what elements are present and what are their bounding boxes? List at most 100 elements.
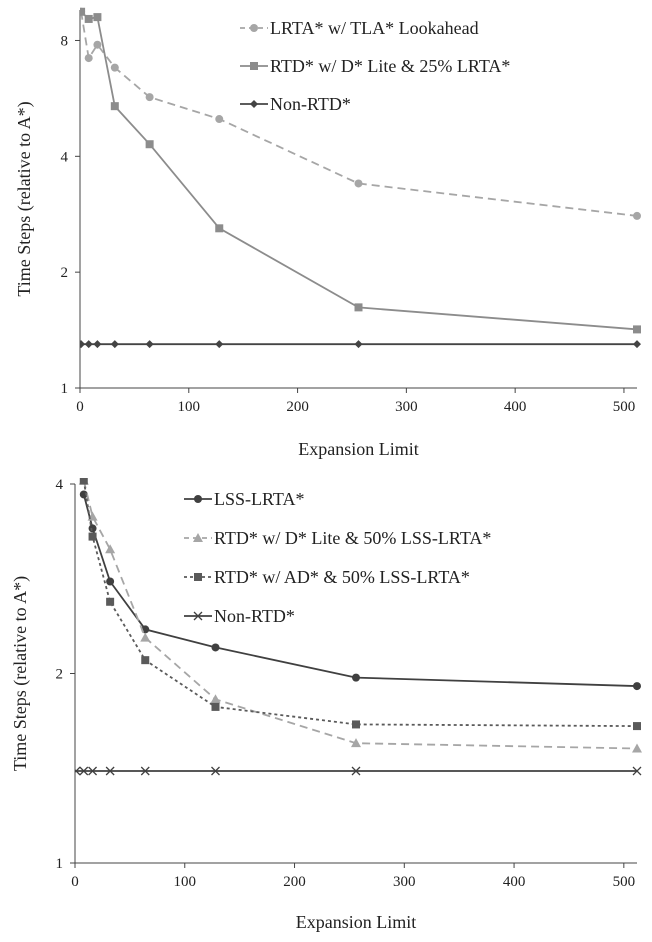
x-tick-label: 0	[71, 874, 79, 890]
data-point	[145, 140, 154, 149]
x-tick-label: 300	[395, 399, 418, 415]
series-line	[82, 480, 638, 727]
x-tick-label: 200	[286, 399, 309, 415]
series-2	[78, 478, 642, 753]
data-point	[351, 738, 361, 748]
legend-label: RTD* w/ AD* & 50% LSS-LRTA*	[214, 567, 470, 587]
series-4	[75, 766, 642, 776]
y-tick-label: 2	[56, 667, 64, 683]
data-point	[633, 340, 641, 349]
data-point	[215, 224, 224, 233]
data-point	[110, 340, 119, 349]
x-axis-label: Expansion Limit	[296, 912, 417, 932]
legend-entry: Non-RTD*	[184, 606, 295, 626]
data-point	[352, 673, 360, 682]
y-tick-label: 2	[61, 265, 69, 281]
x-tick-label: 500	[613, 399, 636, 415]
data-point	[79, 766, 89, 776]
data-point	[106, 577, 115, 586]
x-tick-label: 500	[613, 874, 636, 890]
x-tick-label: 300	[393, 874, 416, 890]
legend-marker	[250, 62, 258, 70]
data-point	[210, 694, 221, 704]
legend-entry: RTD* w/ D* Lite & 50% LSS-LRTA*	[184, 528, 491, 548]
data-point	[93, 13, 102, 22]
data-point	[110, 102, 119, 111]
series-2	[80, 7, 641, 334]
data-point	[632, 766, 642, 776]
data-point	[145, 340, 154, 349]
legend-entry: RTD* w/ AD* & 50% LSS-LRTA*	[184, 567, 470, 587]
legend-marker	[250, 100, 258, 108]
data-point	[88, 766, 98, 776]
data-point	[633, 211, 641, 220]
data-point	[354, 303, 363, 312]
data-point	[145, 93, 154, 102]
data-point	[633, 682, 641, 691]
data-point	[633, 722, 641, 731]
legend-label: RTD* w/ D* Lite & 50% LSS-LRTA*	[214, 528, 491, 548]
x-tick-label: 400	[504, 399, 527, 415]
legend-marker	[250, 24, 258, 32]
data-point	[88, 532, 97, 541]
legend-label: RTD* w/ D* Lite & 25% LRTA*	[270, 56, 510, 76]
data-point	[80, 340, 86, 349]
data-point	[354, 179, 363, 188]
data-point	[79, 478, 88, 485]
legend-marker	[193, 611, 203, 621]
series-1	[79, 490, 641, 691]
series-1	[80, 7, 641, 220]
data-point	[105, 544, 116, 554]
data-point	[352, 720, 360, 729]
data-point	[105, 766, 115, 776]
y-tick-label: 1	[61, 381, 69, 397]
data-point	[211, 702, 220, 711]
data-point	[351, 766, 361, 776]
legend-entry: LRTA* w/ TLA* Lookahead	[240, 18, 479, 38]
x-tick-label: 100	[178, 399, 201, 415]
data-point	[84, 340, 93, 349]
legend-marker	[193, 533, 203, 542]
series-line	[82, 480, 638, 750]
data-point	[80, 7, 86, 16]
data-point	[140, 766, 150, 776]
data-point	[93, 340, 102, 349]
data-point	[84, 14, 93, 23]
legend-entry: LSS-LRTA*	[184, 489, 304, 509]
y-tick-label: 4	[56, 477, 64, 493]
data-point	[215, 115, 224, 124]
y-tick-label: 8	[61, 33, 69, 49]
legend-label: LSS-LRTA*	[214, 489, 304, 509]
data-point	[632, 743, 642, 753]
data-point	[633, 325, 641, 334]
data-point	[215, 340, 224, 349]
legend-entry: RTD* w/ D* Lite & 25% LRTA*	[240, 56, 510, 76]
legend-label: LRTA* w/ TLA* Lookahead	[270, 18, 479, 38]
legend-label: Non-RTD*	[270, 94, 351, 114]
data-point	[88, 524, 97, 533]
y-axis-label: Time Steps (relative to A*)	[10, 576, 31, 771]
x-axis-label: Expansion Limit	[298, 439, 419, 459]
series-3	[80, 340, 641, 349]
data-point	[354, 340, 363, 349]
legend-entry: Non-RTD*	[240, 94, 351, 114]
y-axis-label: Time Steps (relative to A*)	[14, 101, 35, 296]
y-tick-label: 1	[56, 856, 64, 872]
data-point	[75, 766, 81, 776]
y-tick-label: 4	[61, 149, 69, 165]
data-point	[106, 597, 115, 606]
x-tick-label: 200	[283, 874, 306, 890]
data-point	[211, 643, 220, 652]
x-tick-label: 100	[174, 874, 197, 890]
chart-2: 0 100 200 300 400 500 1 2 4 Expansion Limit Time S…	[10, 477, 642, 932]
data-point	[84, 54, 93, 63]
legend-marker	[194, 573, 202, 581]
x-tick-label: 400	[503, 874, 526, 890]
data-point	[141, 656, 150, 665]
data-point	[110, 63, 119, 72]
series-3	[79, 478, 641, 731]
legend-marker	[194, 495, 202, 503]
data-point	[140, 632, 151, 642]
